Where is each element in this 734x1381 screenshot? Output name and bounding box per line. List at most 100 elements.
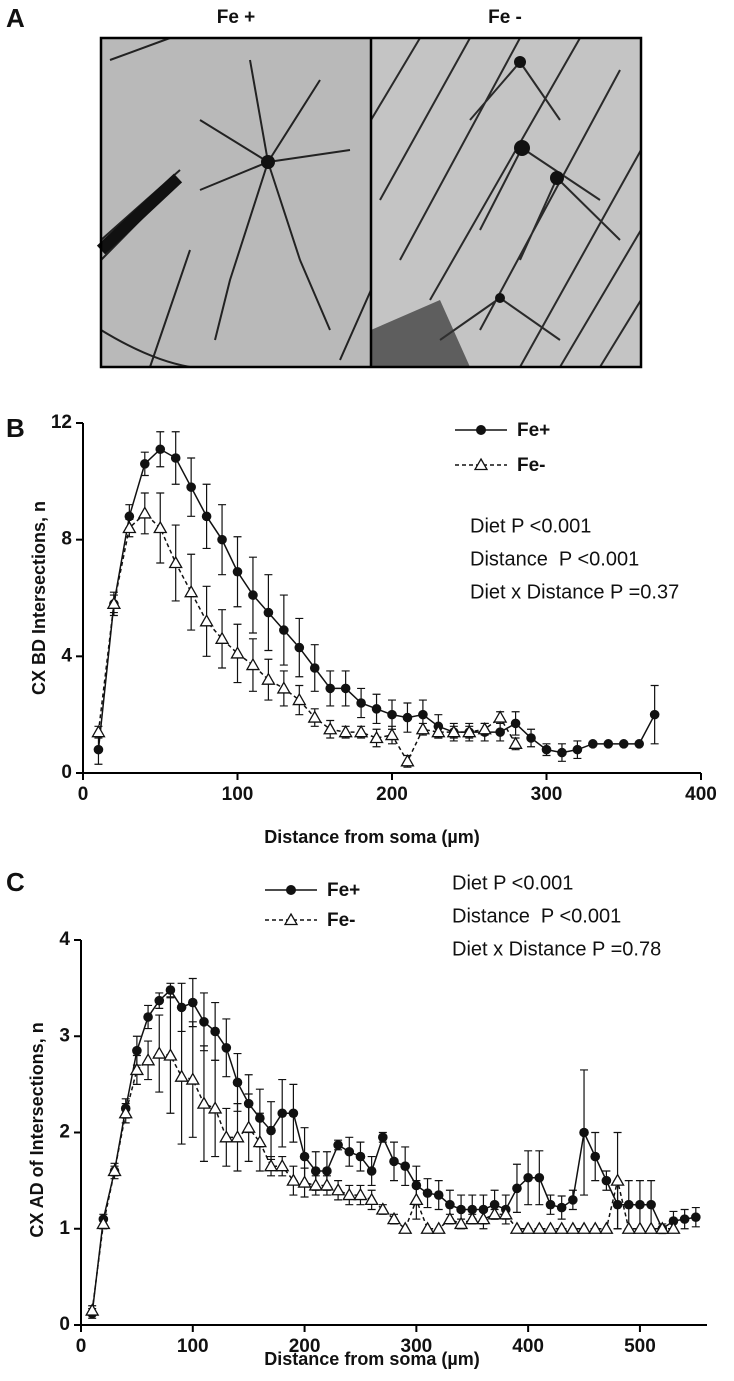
data-point xyxy=(576,1221,592,1234)
data-point xyxy=(545,1199,556,1210)
data-point xyxy=(495,727,505,737)
data-point xyxy=(398,1221,413,1234)
y-tick-label: 4 xyxy=(61,645,72,666)
data-point xyxy=(333,1140,343,1150)
data-point xyxy=(467,1204,478,1215)
data-point xyxy=(355,1151,366,1162)
data-point xyxy=(140,1052,156,1066)
data-point xyxy=(386,1211,402,1225)
data-point xyxy=(666,1221,681,1234)
data-point xyxy=(612,1199,623,1210)
data-point xyxy=(199,1017,209,1027)
data-point xyxy=(124,511,135,522)
data-point xyxy=(275,1158,290,1172)
data-point xyxy=(512,1183,522,1194)
data-point xyxy=(400,1161,410,1171)
data-point xyxy=(230,1129,245,1143)
data-point xyxy=(378,1132,388,1143)
data-point xyxy=(610,1173,625,1186)
data-point xyxy=(93,744,104,755)
annotation: Diet P <0.001 xyxy=(452,872,573,894)
data-point xyxy=(340,683,351,694)
data-point xyxy=(143,1012,153,1022)
data-point xyxy=(526,733,536,743)
data-point xyxy=(186,482,196,492)
data-point xyxy=(214,631,230,644)
legend-label: Fe- xyxy=(327,910,356,931)
data-point xyxy=(643,1221,659,1234)
data-point xyxy=(400,754,415,767)
data-point xyxy=(294,642,305,653)
y-tick-label: 0 xyxy=(59,1314,70,1335)
x-tick-label: 0 xyxy=(76,1336,87,1357)
data-point xyxy=(389,1156,399,1167)
data-point xyxy=(176,1002,187,1013)
data-point xyxy=(187,997,198,1008)
data-point xyxy=(165,985,176,995)
data-point xyxy=(572,744,583,755)
data-point xyxy=(510,718,521,729)
y-tick-label: 3 xyxy=(59,1025,70,1046)
data-point xyxy=(476,1211,491,1225)
data-point xyxy=(210,1026,220,1037)
data-point xyxy=(453,1216,469,1230)
data-point xyxy=(107,1163,122,1177)
legend-label: Fe+ xyxy=(517,420,550,441)
data-point xyxy=(508,736,523,749)
data-point xyxy=(442,1211,458,1225)
data-point xyxy=(543,1221,558,1234)
data-point xyxy=(201,511,212,522)
data-point xyxy=(521,1221,536,1234)
data-point xyxy=(168,555,183,569)
data-point xyxy=(122,520,137,534)
data-point xyxy=(137,506,152,519)
y-tick-label: 4 xyxy=(59,929,70,950)
data-point xyxy=(286,1173,301,1186)
data-point xyxy=(411,1180,422,1191)
data-point xyxy=(375,1202,390,1215)
data-point xyxy=(297,1175,312,1188)
data-point xyxy=(554,1221,569,1234)
legend-label: Fe- xyxy=(517,455,546,476)
data-point xyxy=(431,724,446,738)
data-point xyxy=(579,1127,589,1138)
data-point xyxy=(599,1221,614,1234)
x-tick-label: 200 xyxy=(289,1336,321,1357)
data-point xyxy=(196,1096,212,1109)
data-point xyxy=(679,1214,690,1224)
y-tick-label: 2 xyxy=(59,1122,70,1143)
data-point xyxy=(118,1105,133,1119)
data-point xyxy=(590,1151,601,1162)
x-tick-label: 100 xyxy=(177,1336,209,1357)
y-axis-title: CX AD of Intersections, n xyxy=(27,1022,47,1237)
data-point xyxy=(232,566,243,577)
data-point xyxy=(217,534,227,545)
data-point xyxy=(402,712,413,723)
data-point xyxy=(163,1048,178,1061)
data-point xyxy=(277,1108,288,1119)
data-point xyxy=(309,663,320,673)
data-point xyxy=(634,739,644,749)
data-point xyxy=(129,1062,145,1076)
data-point xyxy=(252,1134,267,1148)
data-point xyxy=(319,1178,335,1191)
data-point xyxy=(338,724,353,738)
data-point xyxy=(649,709,660,720)
panel-label: A xyxy=(6,3,25,33)
data-point xyxy=(292,692,307,706)
data-point xyxy=(308,1178,323,1191)
data-point xyxy=(603,739,614,749)
data-point xyxy=(245,657,261,671)
series-line xyxy=(91,1052,674,1311)
data-point xyxy=(618,739,629,749)
data-point xyxy=(478,1204,489,1215)
x-tick-label: 200 xyxy=(376,784,408,805)
data-point xyxy=(588,739,598,749)
y-tick-label: 8 xyxy=(61,529,72,550)
data-point xyxy=(422,1188,433,1198)
data-point xyxy=(498,1206,513,1220)
data-point xyxy=(387,709,397,720)
data-point xyxy=(325,683,336,694)
data-point xyxy=(477,721,492,735)
